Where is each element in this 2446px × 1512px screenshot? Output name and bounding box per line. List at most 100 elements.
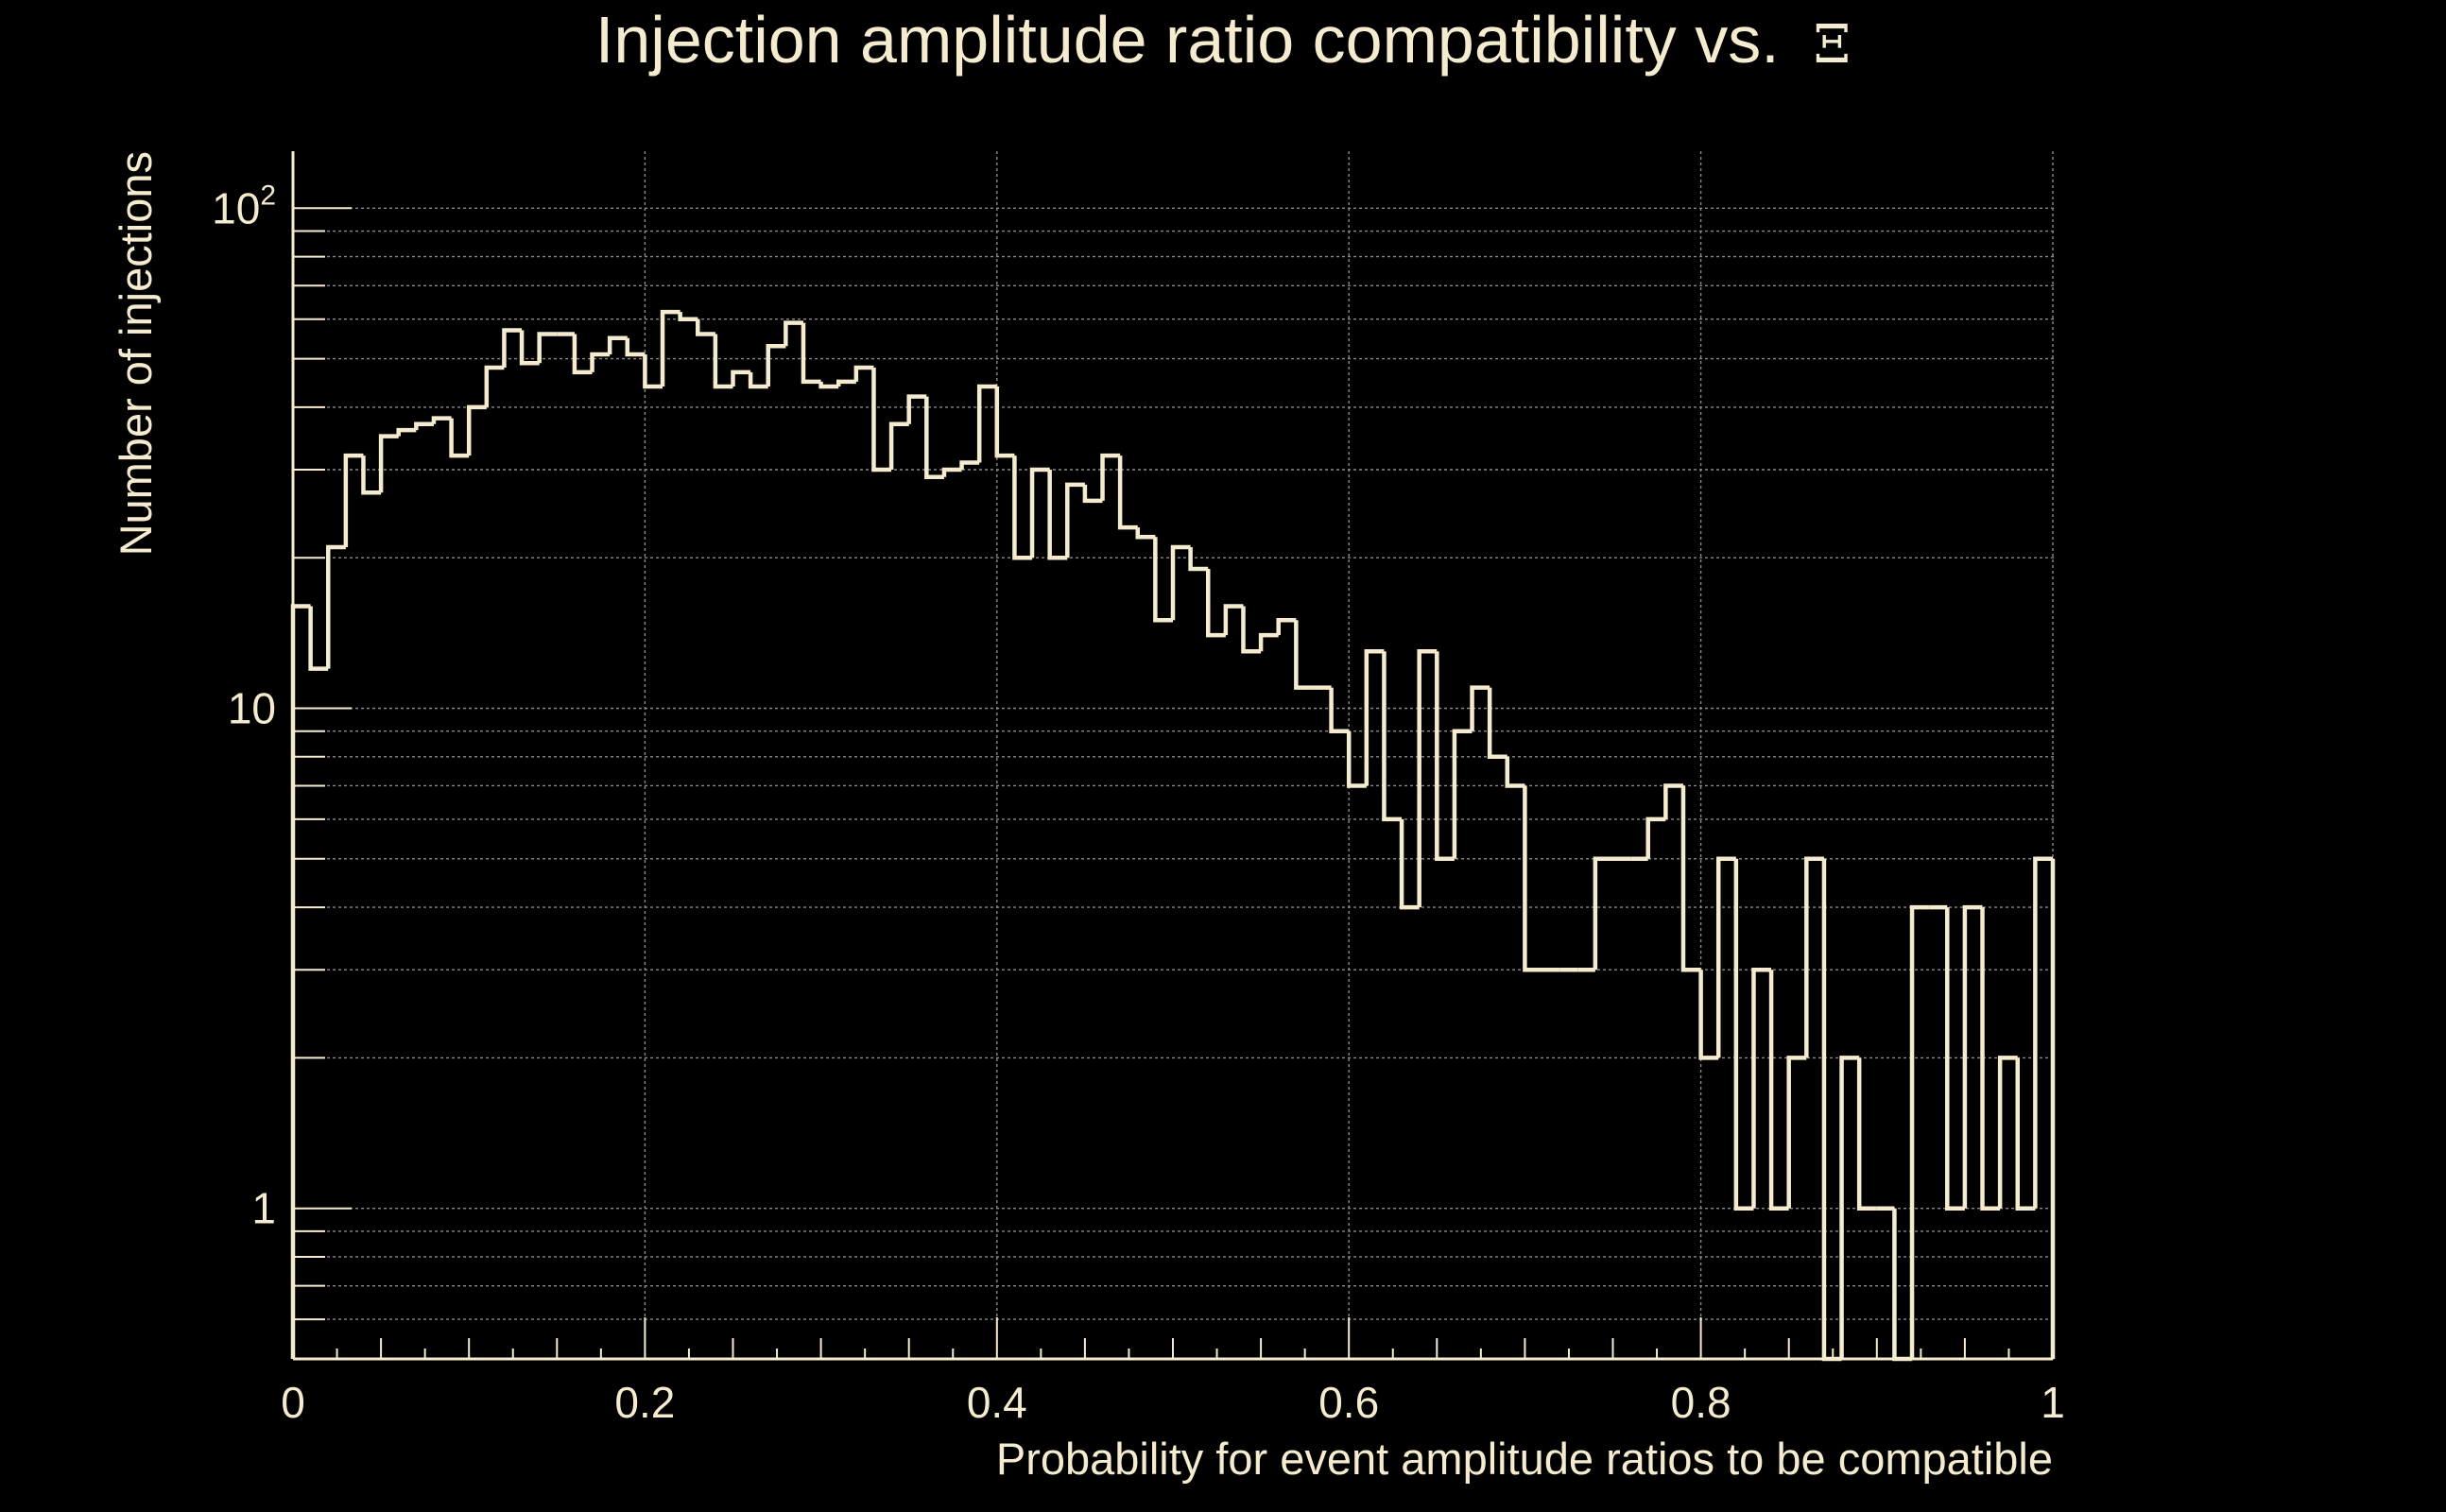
histogram-bin	[766, 343, 786, 387]
histogram-bin	[906, 394, 927, 424]
y-tick-label: 1	[251, 1184, 276, 1233]
histogram-bin	[537, 332, 558, 364]
histogram-bin	[1505, 756, 1525, 788]
histogram-bin	[818, 381, 839, 389]
histogram-bin	[748, 371, 768, 389]
x-tick-label: 0.2	[614, 1378, 675, 1427]
histogram-bin	[290, 604, 311, 1359]
histogram-bin	[835, 379, 856, 387]
histogram-bin	[1997, 1056, 2018, 1209]
histogram-bin	[1117, 455, 1138, 530]
x-tick-label: 1	[2041, 1378, 2065, 1427]
histogram-bin	[414, 421, 434, 431]
histogram-bin	[502, 328, 523, 368]
histogram-bin	[572, 334, 593, 375]
x-tick-label: 0	[281, 1378, 305, 1427]
histogram-bin	[1786, 1056, 1807, 1209]
histogram-bin	[1276, 618, 1297, 636]
histogram-bin	[519, 330, 540, 366]
histogram-bin	[1909, 904, 1930, 1359]
x-tick-label: 0.4	[967, 1378, 1027, 1427]
histogram-bin	[1029, 467, 1050, 558]
histogram-bin	[1523, 785, 1543, 972]
y-tick-label-base: 10	[212, 183, 260, 232]
histogram-bin	[1715, 856, 1736, 1058]
histogram-bin	[1082, 484, 1103, 504]
histogram-bin	[308, 606, 329, 671]
histogram-bin	[1223, 604, 1244, 636]
histogram-bin	[1892, 1208, 1913, 1362]
histogram-bin	[1417, 648, 1438, 908]
x-axis-label: Probability for event amplitude ratios t…	[996, 1434, 2053, 1484]
histogram-bin	[2033, 856, 2053, 1209]
histogram-bin	[1470, 685, 1490, 731]
histogram-bin	[1100, 453, 1121, 501]
histogram-bin	[1153, 537, 1173, 623]
histogram-bin	[1065, 482, 1085, 558]
histogram-bin	[1435, 651, 1455, 862]
histogram-bin	[976, 384, 997, 463]
x-tick-label: 0.8	[1671, 1378, 1731, 1427]
histogram-bin	[1980, 907, 2001, 1211]
y-tick-label: 102	[212, 180, 276, 232]
histogram-bin	[1346, 730, 1367, 788]
histogram-bin	[713, 334, 733, 389]
histogram-bin	[888, 421, 909, 471]
histogram-bin	[1680, 785, 1701, 972]
chart-title-text: Injection amplitude ratio compatibility …	[594, 3, 1780, 77]
y-axis-label: Number of injections	[111, 151, 161, 556]
histogram-bin	[1188, 546, 1209, 572]
histogram-bin	[1663, 783, 1683, 819]
histogram-bin	[660, 309, 680, 387]
histogram-bin	[1839, 1056, 1860, 1359]
histogram-bin	[784, 320, 803, 347]
histogram-bin	[1593, 856, 1613, 971]
histogram-bins	[290, 309, 2056, 1362]
histogram-bin	[625, 337, 646, 357]
histogram-bin	[2015, 1057, 2036, 1211]
histogram-bin	[1241, 606, 1262, 654]
histogram-bin	[1294, 620, 1314, 690]
histogram-bin	[1733, 858, 1754, 1211]
histogram-bin	[731, 369, 751, 387]
histogram-bin	[801, 322, 821, 385]
histogram-bin	[959, 460, 980, 471]
histogram-bin	[924, 396, 944, 480]
histogram-bin	[1329, 687, 1350, 733]
histogram-bin	[325, 544, 346, 669]
histogram-bin	[1698, 970, 1719, 1060]
histogram-bin	[378, 434, 399, 493]
histogram-bin	[1452, 729, 1473, 859]
x-tick-label: 0.6	[1318, 1378, 1379, 1427]
histogram-bin	[1012, 455, 1033, 560]
histogram-bin	[853, 365, 874, 382]
histogram-bin	[590, 352, 611, 372]
histogram-bin	[1821, 858, 1842, 1362]
histogram-bin	[1962, 904, 1983, 1209]
histogram-bin	[1399, 818, 1420, 910]
histogram-bin	[1382, 651, 1403, 822]
histogram-bin	[678, 312, 698, 321]
histogram-bin	[1804, 856, 1824, 1058]
histogram-bin	[1768, 970, 1789, 1211]
histogram-bin	[1258, 632, 1279, 652]
histogram-bin	[1856, 1057, 1877, 1211]
histogram-bin	[643, 354, 663, 389]
histogram-bin	[1645, 816, 1666, 859]
histogram-bin	[431, 416, 452, 424]
histogram-bin	[994, 386, 1015, 458]
histogram-bin	[484, 365, 505, 407]
histogram-bin	[1364, 648, 1385, 786]
histogram-bin	[1170, 544, 1191, 621]
histogram-bin	[343, 453, 364, 547]
histogram-bin	[361, 455, 382, 495]
histogram-bin	[466, 404, 487, 456]
histogram-bin	[607, 335, 628, 355]
y-tick-label-superscript: 2	[260, 180, 276, 211]
chart-title: Injection amplitude ratio compatibility …	[0, 2, 2446, 77]
histogram-bin	[1487, 687, 1507, 760]
chart-title-symbol: Ξ	[1813, 14, 1852, 76]
y-tick-label: 10	[228, 683, 276, 732]
histogram-bin	[1945, 907, 1965, 1211]
